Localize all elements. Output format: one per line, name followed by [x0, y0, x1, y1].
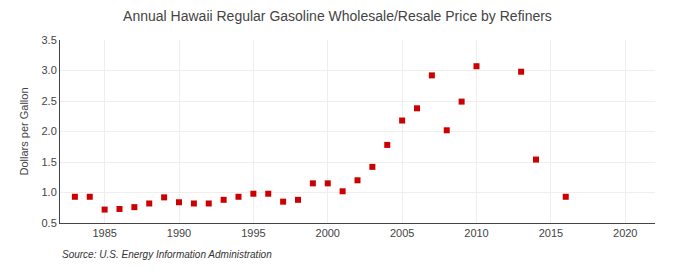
svg-text:2005: 2005 [390, 227, 414, 239]
svg-text:1985: 1985 [92, 227, 116, 239]
svg-text:Annual Hawaii Regular Gasoline: Annual Hawaii Regular Gasoline Wholesale… [123, 8, 552, 24]
svg-text:2.0: 2.0 [42, 125, 57, 137]
svg-text:2020: 2020 [613, 227, 637, 239]
svg-text:1.5: 1.5 [42, 156, 57, 168]
svg-text:2015: 2015 [539, 227, 563, 239]
svg-text:1.0: 1.0 [42, 186, 57, 198]
svg-text:2000: 2000 [316, 227, 340, 239]
svg-text:Source: U.S. Energy Informatio: Source: U.S. Energy Information Administ… [62, 249, 272, 260]
svg-text:0.5: 0.5 [42, 217, 57, 229]
svg-text:3.5: 3.5 [42, 34, 57, 46]
svg-text:1995: 1995 [241, 227, 265, 239]
svg-text:Dollars per Gallon: Dollars per Gallon [18, 87, 30, 175]
svg-text:1990: 1990 [167, 227, 191, 239]
svg-text:2010: 2010 [464, 227, 488, 239]
svg-text:2.5: 2.5 [42, 95, 57, 107]
svg-text:3.0: 3.0 [42, 64, 57, 76]
